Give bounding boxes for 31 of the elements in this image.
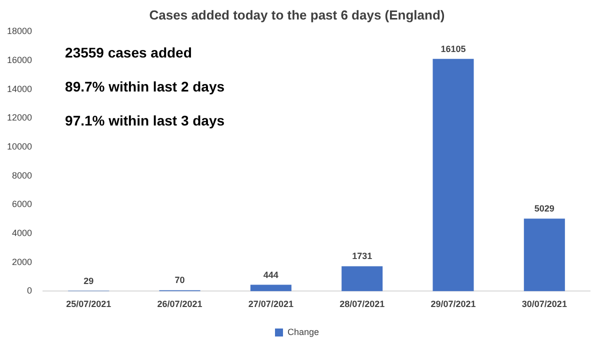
bar	[250, 284, 292, 292]
bar	[342, 266, 383, 292]
data-label: 444	[263, 270, 278, 280]
y-tick-label: 4000	[12, 228, 32, 238]
annotation: 97.1% within last 3 days	[65, 112, 225, 128]
data-label: 1731	[352, 251, 372, 262]
y-tick-label: 16000	[6, 54, 32, 65]
y-tick-label: 10000	[6, 141, 32, 152]
x-tick-label: 27/07/2021	[248, 299, 294, 310]
x-tick-label: 29/07/2021	[430, 299, 476, 310]
annotation: 23559 cases added	[65, 44, 192, 60]
x-tick-label: 30/07/2021	[522, 299, 567, 310]
y-tick-label: 14000	[6, 84, 32, 94]
bar	[524, 218, 565, 292]
y-tick-label: 12000	[6, 112, 32, 123]
data-label: 70	[174, 275, 185, 286]
x-tick-label: 26/07/2021	[157, 299, 202, 310]
y-tick-label: 18000	[6, 26, 32, 36]
y-tick-label: 8000	[12, 170, 32, 180]
x-tick-label: 25/07/2021	[66, 299, 112, 310]
x-tick-label: 28/07/2021	[340, 299, 385, 310]
y-tick-label: 2000	[12, 256, 32, 267]
data-label: 29	[84, 276, 94, 286]
y-tick-label: 0	[27, 286, 32, 296]
y-tick-label: 6000	[12, 199, 32, 210]
chart-title: Cases added today to the past 6 days (England)	[149, 7, 445, 22]
data-label: 16105	[440, 44, 466, 54]
data-label: 5029	[534, 204, 554, 214]
annotation: 89.7% within last 2 days	[65, 78, 225, 94]
legend-label: Change	[287, 326, 320, 337]
bar	[432, 58, 474, 292]
